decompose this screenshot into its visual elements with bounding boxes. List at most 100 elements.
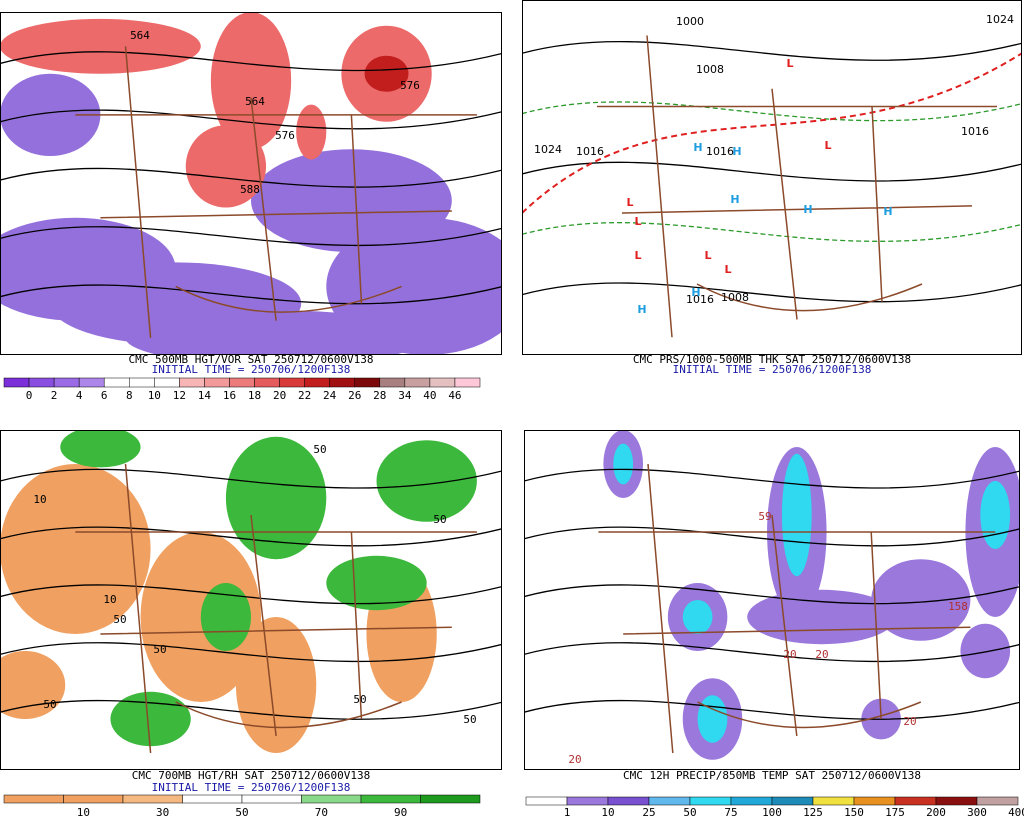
colorbar-swatch bbox=[525, 796, 568, 806]
colorbar-label: 100 bbox=[762, 806, 782, 819]
colorbar-swatch bbox=[454, 377, 481, 388]
vorticity-high bbox=[296, 104, 327, 160]
colorbar-swatch bbox=[279, 377, 305, 388]
colorbar-label: 10 bbox=[77, 806, 90, 819]
colorbar-swatch bbox=[129, 377, 155, 388]
map-label: 564 bbox=[130, 29, 150, 42]
colorbar-label: 125 bbox=[803, 806, 823, 819]
colorbar-label: 90 bbox=[394, 806, 407, 819]
map-panel: 1000 1008 1024 1016 1016 1016 1008 1016 1024 H H H H… bbox=[522, 0, 1022, 376]
colorbar-swatch bbox=[429, 377, 456, 388]
map-label: H bbox=[693, 141, 702, 154]
vorticity-max bbox=[364, 55, 409, 92]
contour bbox=[522, 282, 1022, 303]
colorbar-label: 22 bbox=[298, 389, 311, 402]
colorbar-label: 150 bbox=[844, 806, 864, 819]
map-label: 1000 bbox=[676, 15, 704, 28]
colorbar-label: 10 bbox=[601, 806, 614, 819]
map-label: 1024 bbox=[534, 143, 562, 156]
map-field: 564 564 576 588 576 bbox=[0, 12, 502, 355]
map-label: H bbox=[883, 205, 892, 218]
map-label: 20 bbox=[783, 648, 796, 661]
colorbar-swatch bbox=[53, 377, 80, 388]
map-label: L bbox=[626, 196, 633, 209]
map-label: 50 bbox=[313, 443, 326, 456]
precip-heavy bbox=[980, 481, 1011, 549]
map-label: L bbox=[634, 215, 641, 228]
initial-time: INITIAL TIME = 250706/1200F138 bbox=[152, 363, 351, 376]
moist-area bbox=[110, 691, 191, 747]
vorticity-low bbox=[125, 310, 427, 355]
precip-heavy bbox=[697, 695, 728, 743]
contour bbox=[522, 161, 1022, 182]
map-label: 1016 bbox=[706, 145, 734, 158]
borders bbox=[75, 46, 477, 338]
vorticity-low bbox=[251, 149, 452, 253]
contour bbox=[524, 584, 1020, 605]
colorbar-label: 70 bbox=[315, 806, 328, 819]
contour bbox=[0, 167, 502, 188]
map-label: L bbox=[724, 263, 731, 276]
colorbar-swatch bbox=[354, 377, 381, 388]
map-label: L bbox=[824, 139, 831, 152]
map-panel: 59 158 20 20 20 20 CMC 12H PRECIP/850MB TEMP S… bbox=[524, 430, 1024, 819]
dry-area bbox=[235, 617, 317, 753]
dry-area bbox=[0, 651, 66, 719]
map-label: 1008 bbox=[696, 63, 724, 76]
map-frame bbox=[0, 12, 502, 355]
contour bbox=[0, 699, 502, 720]
colorbar-label: 8 bbox=[126, 389, 133, 402]
borders bbox=[75, 463, 477, 754]
colorbar-label: 4 bbox=[76, 389, 83, 402]
map-label: 576 bbox=[400, 79, 420, 92]
map-frame bbox=[522, 0, 1022, 355]
map-label: 20 bbox=[903, 715, 916, 728]
colorbar-label: 34 bbox=[398, 389, 412, 402]
initial-time: INITIAL TIME = 250706/1200F138 bbox=[152, 781, 351, 794]
precip bbox=[960, 623, 1011, 679]
colorbar-swatch bbox=[63, 794, 124, 804]
caption: CMC 12H PRECIP/850MB TEMP SAT 250712/060… bbox=[623, 769, 921, 782]
map-label: 1016 bbox=[686, 293, 714, 306]
thickness-line bbox=[522, 52, 1022, 214]
colorbar-swatch bbox=[420, 794, 481, 804]
map-label: L bbox=[786, 57, 793, 70]
map-label: H bbox=[732, 145, 741, 158]
colorbar-label: 14 bbox=[198, 389, 212, 402]
colorbar-swatch bbox=[771, 796, 814, 806]
colorbar-label: 75 bbox=[724, 806, 737, 819]
map-panel: 564 564 576 588 576 CMC 500MB HGT/VOR SAT 250… bbox=[0, 12, 502, 402]
borders bbox=[598, 463, 996, 754]
colorbar-swatch bbox=[154, 377, 180, 388]
map-label: L bbox=[704, 249, 711, 262]
map-label: 20 bbox=[568, 753, 581, 766]
map-label: 20 bbox=[815, 648, 828, 661]
contour bbox=[0, 226, 502, 247]
colorbar-label: 50 bbox=[235, 806, 248, 819]
colorbar-label: 25 bbox=[642, 806, 655, 819]
contour bbox=[0, 526, 502, 547]
contour bbox=[522, 222, 1022, 242]
precip-heavy bbox=[682, 600, 713, 634]
moist-area bbox=[60, 430, 141, 468]
colorbar-swatch bbox=[179, 377, 205, 388]
moist-area bbox=[376, 440, 477, 522]
colorbar-swatch bbox=[182, 794, 243, 804]
moist-area bbox=[225, 436, 327, 560]
colorbar-swatch bbox=[254, 377, 280, 388]
moist-area bbox=[326, 555, 427, 611]
colorbar-swatch bbox=[812, 796, 855, 806]
map-label: 50 bbox=[43, 698, 56, 711]
moist-area bbox=[200, 583, 251, 651]
contour bbox=[0, 584, 502, 605]
colorbar-swatch bbox=[3, 794, 64, 804]
map-panel: 50 50 10 10 50 50 50 50 50 CMC 700MB HGT/RH SAT 2… bbox=[0, 430, 502, 819]
colorbar-swatch bbox=[976, 796, 1019, 806]
caption: CMC PRS/1000-500MB THK SAT 250712/0600V1… bbox=[633, 353, 911, 366]
map-label: H bbox=[803, 203, 812, 216]
colorbar-swatch bbox=[3, 377, 30, 388]
colorbar-swatch bbox=[689, 796, 732, 806]
colorbar-swatch bbox=[404, 377, 431, 388]
